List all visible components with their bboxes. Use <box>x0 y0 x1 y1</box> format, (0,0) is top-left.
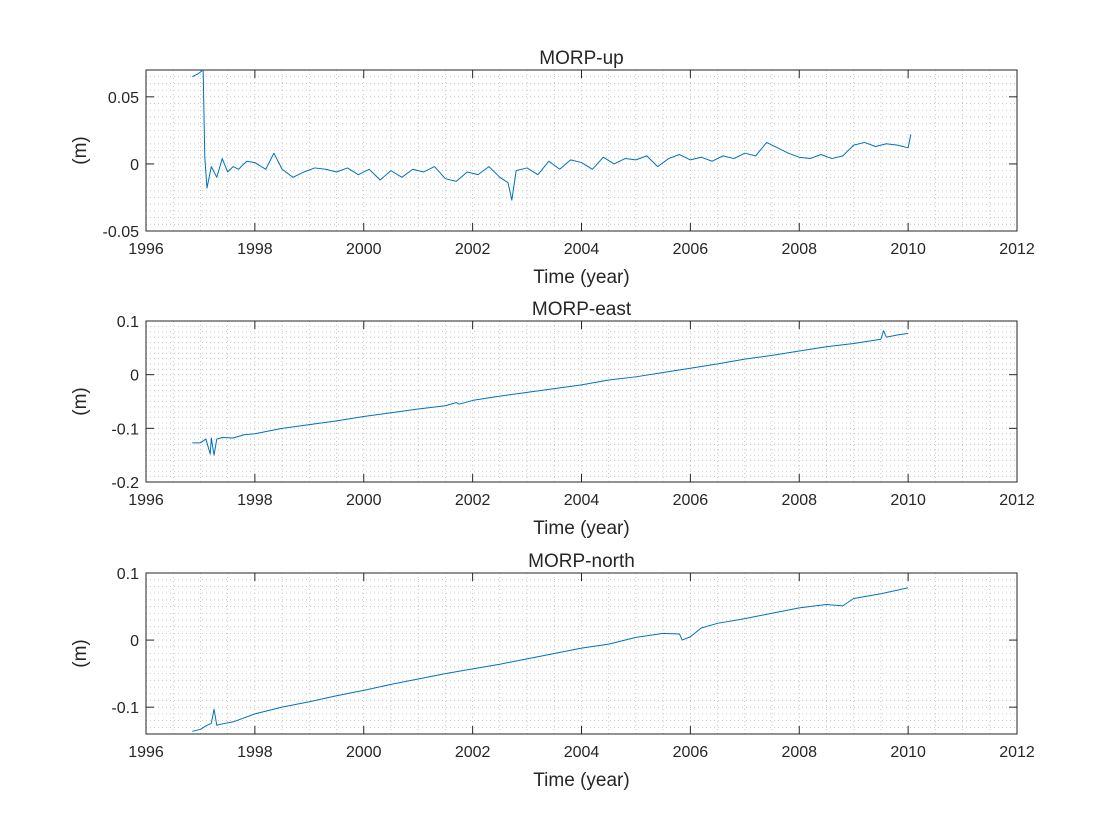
y-tick-label: 0.05 <box>108 90 139 107</box>
x-tick-label: 1998 <box>237 744 273 761</box>
x-tick-label: 2006 <box>673 241 709 258</box>
x-tick-label: 2008 <box>781 492 817 509</box>
x-tick-label: 2010 <box>890 744 926 761</box>
x-tick-label: 1996 <box>128 241 164 258</box>
y-tick-label: 0 <box>130 368 139 385</box>
y-axis-label: (m) <box>70 136 91 164</box>
x-tick-label: 2010 <box>890 241 926 258</box>
y-tick-label: 0 <box>130 633 139 650</box>
x-tick-label: 2006 <box>673 492 709 509</box>
y-tick-label: 0 <box>130 157 139 174</box>
chart-title: MORP-east <box>532 299 632 320</box>
y-tick-label: -0.1 <box>111 421 139 438</box>
y-tick-label: 0.1 <box>117 314 139 331</box>
x-tick-label: 2006 <box>673 744 709 761</box>
x-tick-label: 2002 <box>455 492 491 509</box>
x-tick-label: 1996 <box>128 744 164 761</box>
chart-panel-1: 1996 1998 2000 2002 2004 2006 2008 2010 2012 -0.0… <box>70 48 1035 288</box>
x-tick-label: 2004 <box>564 241 600 258</box>
x-tick-label: 2000 <box>346 744 382 761</box>
x-tick-label: 2012 <box>999 744 1035 761</box>
chart-panel-3: 1996 1998 2000 2002 2004 2006 2008 2010 2012 -0.1… <box>70 551 1035 791</box>
x-tick-label: 2012 <box>999 492 1035 509</box>
y-tick-label: 0.1 <box>117 566 139 583</box>
x-tick-label: 2000 <box>346 241 382 258</box>
y-axis-label: (m) <box>70 639 91 667</box>
x-tick-label: 2002 <box>455 744 491 761</box>
x-tick-label: 1996 <box>128 492 164 509</box>
series-line <box>192 330 909 456</box>
x-tick-label: 2002 <box>455 241 491 258</box>
x-tick-label: 2010 <box>890 492 926 509</box>
x-tick-label: 2012 <box>999 241 1035 258</box>
x-tick-label: 1998 <box>237 241 273 258</box>
chart-title: MORP-up <box>539 48 623 69</box>
x-tick-label: 2000 <box>346 492 382 509</box>
x-tick-label: 2008 <box>781 744 817 761</box>
x-tick-label: 2004 <box>564 492 600 509</box>
y-tick-label: -0.2 <box>111 475 139 492</box>
x-tick-label: 1998 <box>237 492 273 509</box>
x-tick-label: 2008 <box>781 241 817 258</box>
chart-panel-2: 1996 1998 2000 2002 2004 2006 2008 2010 2012 -0.2… <box>70 299 1035 539</box>
x-axis-label: Time (year) <box>533 770 629 791</box>
y-tick-label: -0.1 <box>111 700 139 717</box>
x-tick-label: 2004 <box>564 744 600 761</box>
series-line <box>192 69 912 201</box>
x-axis-label: Time (year) <box>533 267 629 288</box>
y-tick-label: -0.05 <box>103 224 140 241</box>
y-axis-label: (m) <box>70 387 91 415</box>
chart-title: MORP-north <box>528 551 635 572</box>
series-line <box>192 587 909 732</box>
x-axis-label: Time (year) <box>533 518 629 539</box>
